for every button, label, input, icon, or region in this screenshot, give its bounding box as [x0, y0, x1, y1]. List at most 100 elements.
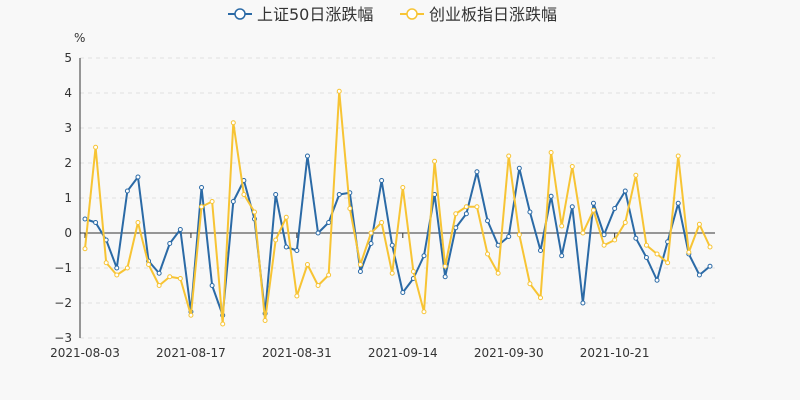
- data-point: [527, 281, 533, 287]
- data-point: [82, 216, 88, 222]
- legend-label: 上证50日涨跌幅: [257, 5, 373, 24]
- data-point: [633, 235, 639, 241]
- y-tick-label: −2: [54, 296, 72, 310]
- y-tick-label: −1: [54, 261, 72, 275]
- data-point: [347, 206, 353, 211]
- data-point: [103, 260, 109, 266]
- data-point: [590, 207, 596, 213]
- data-point: [654, 277, 660, 283]
- data-point: [135, 174, 141, 180]
- data-point: [400, 290, 406, 295]
- data-point: [273, 192, 279, 197]
- data-point: [93, 220, 99, 225]
- data-point: [580, 230, 586, 236]
- y-tick-label: 2: [64, 156, 72, 170]
- data-point: [654, 251, 660, 257]
- x-axis: 2021-08-03 2021-08-17 2021-08-31 2021-09-14…: [50, 232, 715, 360]
- y-axis: 5 4 3 2 1 0 −1 −2 −3: [54, 51, 81, 345]
- data-point: [326, 272, 332, 278]
- data-point: [124, 188, 130, 194]
- data-point: [230, 199, 236, 204]
- data-point: [262, 318, 268, 323]
- data-point: [622, 188, 628, 194]
- data-point: [612, 206, 618, 211]
- data-point: [516, 232, 522, 238]
- data-point: [421, 253, 427, 259]
- data-point: [82, 246, 88, 252]
- data-point: [294, 248, 300, 253]
- data-point: [273, 237, 279, 243]
- data-point: [93, 144, 99, 150]
- legend-marker: [406, 8, 418, 20]
- data-point: [485, 218, 491, 224]
- data-point: [368, 241, 374, 246]
- data-point: [209, 283, 215, 288]
- data-point: [538, 295, 544, 301]
- data-point: [485, 251, 491, 257]
- y-tick-label: 1: [64, 191, 72, 205]
- data-point: [124, 265, 130, 271]
- data-point: [315, 283, 321, 288]
- data-point: [410, 269, 416, 274]
- legend-item-1: 上证50日涨跌幅: [228, 5, 373, 24]
- x-tick-label: 2021-09-14: [368, 346, 438, 360]
- data-point: [707, 244, 713, 250]
- y-tick-label: 5: [64, 51, 72, 65]
- x-tick-label: 2021-09-30: [474, 346, 544, 360]
- data-point: [167, 241, 173, 246]
- data-point: [304, 153, 310, 159]
- data-point: [601, 242, 607, 248]
- data-point: [538, 248, 544, 253]
- data-point: [495, 270, 501, 276]
- data-point: [220, 321, 226, 327]
- data-point: [633, 172, 639, 178]
- data-point: [188, 312, 194, 318]
- x-tick-label: 2021-08-17: [156, 346, 226, 360]
- data-point: [612, 237, 618, 243]
- data-point: [336, 88, 342, 94]
- y-axis-unit: %: [74, 31, 85, 45]
- data-point: [199, 185, 205, 190]
- data-point: [590, 200, 596, 206]
- legend: 上证50日涨跌幅 创业板指日涨跌幅: [228, 5, 557, 24]
- data-point: [442, 274, 448, 280]
- data-point: [675, 153, 681, 159]
- data-point: [368, 230, 374, 236]
- data-point: [304, 262, 310, 267]
- data-point: [696, 221, 702, 227]
- data-point: [548, 150, 554, 155]
- data-point: [495, 242, 501, 248]
- data-point: [326, 220, 332, 225]
- y-tick-label: 4: [64, 86, 72, 100]
- data-point: [432, 158, 438, 164]
- data-point: [707, 263, 713, 269]
- data-point: [156, 283, 162, 288]
- data-point: [114, 272, 120, 278]
- data-point: [230, 120, 236, 126]
- data-point: [379, 178, 385, 183]
- data-point: [177, 227, 183, 232]
- data-point: [580, 300, 586, 306]
- data-point: [357, 269, 363, 274]
- data-point: [463, 204, 469, 210]
- data-point: [601, 232, 607, 238]
- data-point: [559, 253, 565, 259]
- data-point: [569, 164, 575, 169]
- data-point: [686, 249, 692, 255]
- data-point: [177, 276, 183, 281]
- data-point: [357, 262, 363, 267]
- grid-lines: [80, 57, 715, 339]
- data-point: [527, 209, 533, 215]
- data-point: [389, 242, 395, 248]
- data-point: [400, 185, 406, 190]
- data-point: [696, 272, 702, 278]
- data-point: [675, 200, 681, 206]
- data-point: [569, 204, 575, 210]
- legend-item-2: 创业板指日涨跌幅: [400, 5, 557, 24]
- data-point: [463, 211, 469, 217]
- data-point: [643, 255, 649, 260]
- y-tick-label: −3: [54, 331, 72, 345]
- data-point: [389, 270, 395, 276]
- data-point: [251, 209, 257, 215]
